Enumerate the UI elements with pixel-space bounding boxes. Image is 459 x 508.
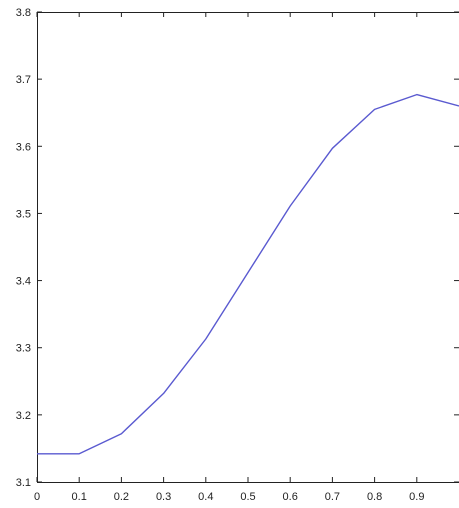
tick-marks	[36, 11, 459, 483]
plot-area	[37, 12, 459, 483]
y-tick-label: 3.7	[16, 74, 31, 86]
y-tick-label: 3.5	[16, 208, 31, 220]
x-tick-label: 0.6	[283, 491, 298, 503]
x-tick-label: 0.4	[198, 491, 213, 503]
x-tick-label: 0.3	[156, 491, 171, 503]
y-tick-label: 3.3	[16, 343, 31, 355]
y-tick-label: 3.6	[16, 141, 31, 153]
x-axis-tick-labels: 0 0.1 0.2 0.3 0.4 0.5 0.6 0.7 0.8 0.9	[34, 491, 425, 503]
series-line	[37, 93, 459, 455]
x-tick-label: 0.8	[367, 491, 382, 503]
x-tick-label: 0	[34, 491, 40, 503]
series-layer	[37, 93, 459, 455]
x-tick-label: 0.2	[114, 491, 129, 503]
y-axis-tick-labels: 3.1 3.2 3.3 3.4 3.5 3.6 3.7 3.8	[16, 7, 31, 489]
y-tick-label: 3.1	[16, 477, 31, 489]
y-tick-label: 3.2	[16, 410, 31, 422]
x-tick-label: 0.9	[409, 491, 424, 503]
x-tick-label: 0.1	[72, 491, 87, 503]
x-tick-label: 0.7	[325, 491, 340, 503]
x-tick-label: 0.5	[240, 491, 255, 503]
y-tick-label: 3.8	[16, 7, 31, 19]
y-tick-label: 3.4	[16, 276, 31, 288]
